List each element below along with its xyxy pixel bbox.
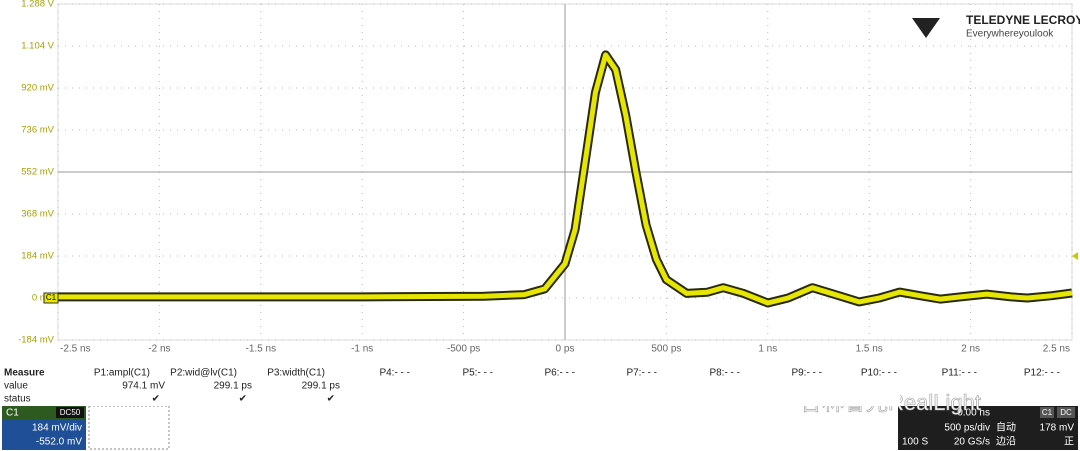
- measure-name: P4:- - -: [379, 368, 410, 379]
- row-label: status: [4, 394, 31, 405]
- tb-coupling: DC: [1060, 408, 1072, 417]
- measure-name: P9:- - -: [791, 368, 822, 379]
- measure-bg: [0, 366, 900, 406]
- tb-scale: 500 ps/div: [944, 423, 990, 434]
- measure-status: ✔: [327, 394, 335, 405]
- measure-name: P3:width(C1): [267, 368, 325, 379]
- channel-marker: [43, 292, 59, 304]
- tb-rate: 20 GS/s: [954, 437, 990, 448]
- coup-badge: [1057, 407, 1075, 418]
- channel-name: C1: [6, 408, 19, 419]
- logo-icon: [912, 18, 940, 38]
- coupling: DC50: [60, 408, 81, 417]
- y-tick-label: 736 mV: [21, 125, 54, 136]
- row-label: value: [4, 381, 28, 392]
- coupling-badge: [56, 407, 84, 418]
- y-tick-label: 1.104 V: [21, 41, 54, 52]
- x-tick-label: -500 ps: [447, 344, 480, 355]
- x-tick-label: -1.5 ns: [246, 344, 277, 355]
- trigger-marker: [1072, 252, 1078, 260]
- tb-source: C1: [1042, 408, 1053, 417]
- y-tick-label: 0 mV: [32, 293, 55, 304]
- channel-offset: -552.0 mV: [36, 437, 82, 448]
- measure-title: Measure: [4, 368, 45, 379]
- x-tick-label: 1 ns: [758, 344, 777, 355]
- x-tick-label: -2 ns: [148, 344, 170, 355]
- trace: [58, 52, 1073, 306]
- timebase-box: 0.00 ns C1 DC 500 ps/div 自动 178 mV 100 S…: [898, 406, 1078, 450]
- tb-slope: 正: [1064, 437, 1074, 448]
- logo-brand: TELEDYNE LECROY: [966, 13, 1080, 27]
- measure-name: P8:- - -: [709, 368, 740, 379]
- tb-samples: 100 S: [902, 437, 928, 448]
- y-tick-label: 368 mV: [21, 209, 54, 220]
- y-tick-label: 1.288 V: [21, 0, 54, 10]
- x-tick-label: -2.5 ns: [60, 344, 91, 355]
- measure-name: P5:- - -: [462, 368, 493, 379]
- x-tick-label: -1 ns: [351, 344, 373, 355]
- logo-tagline: Everywhereyoulook: [966, 29, 1054, 40]
- x-tick-label: 0 ps: [556, 344, 575, 355]
- measure-name: P6:- - -: [544, 368, 575, 379]
- measure-name: P11:- - -: [942, 368, 977, 379]
- channel-body: [2, 420, 86, 450]
- y-tick-label: 184 mV: [21, 251, 54, 262]
- tb-delay: 0.00 ns: [957, 408, 990, 419]
- measure-name: P1:ampl(C1): [94, 368, 150, 379]
- empty-slot: [88, 405, 170, 450]
- tb-type: 边沿: [996, 436, 1016, 448]
- x-tick-label: 1.5 ns: [856, 344, 883, 355]
- channel-box: C1 DC50 184 mV/div -552.0 mV: [2, 405, 170, 450]
- channel-marker-label: C1: [46, 293, 57, 302]
- x-tick-label: 500 ps: [651, 344, 681, 355]
- src-badge: [1040, 407, 1054, 418]
- measure-name: P7:- - -: [626, 368, 657, 379]
- y-tick-label: 920 mV: [21, 83, 54, 94]
- tb-mode: 自动: [996, 421, 1016, 434]
- x-tick-label: 2 ns: [961, 344, 980, 355]
- y-tick-label: 552 mV: [21, 167, 54, 178]
- y-tick-label: -184 mV: [18, 335, 55, 346]
- measure-status: ✔: [239, 394, 247, 405]
- measure-name: P12:- - -: [1024, 368, 1060, 379]
- measure-value: 299.1 ps: [214, 381, 252, 392]
- measure-name: P10:- - -: [861, 368, 897, 379]
- x-tick-label: 2.5 ns: [1043, 344, 1070, 355]
- channel-scale: 184 mV/div: [32, 423, 82, 434]
- measure-status: ✔: [152, 394, 160, 405]
- measure-name: P2:wid@lv(C1): [170, 368, 237, 379]
- tb-level: 178 mV: [1040, 423, 1075, 434]
- measure-value: 974.1 mV: [122, 381, 165, 392]
- logo: TELEDYNE LECROY Everywhereyoulook: [912, 13, 1080, 40]
- measure-value: 299.1 ps: [302, 381, 340, 392]
